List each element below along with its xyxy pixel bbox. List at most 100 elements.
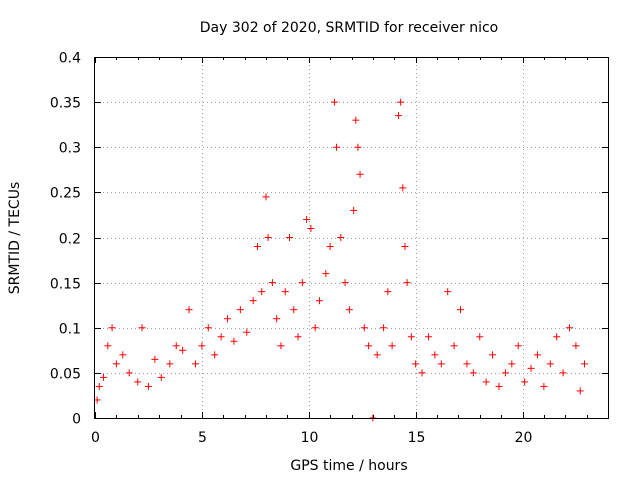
data-point	[521, 378, 529, 386]
x-tick-label: 20	[515, 430, 533, 446]
data-point	[463, 360, 471, 368]
data-point	[303, 215, 311, 223]
data-point	[258, 288, 266, 296]
x-tick-label: 10	[301, 430, 319, 446]
data-point	[401, 243, 409, 251]
data-point	[501, 369, 509, 377]
data-point	[352, 116, 360, 124]
data-point	[489, 351, 497, 359]
data-point	[576, 387, 584, 395]
data-point	[151, 355, 159, 363]
y-tick-label: 0.05	[50, 367, 81, 383]
data-point	[444, 288, 452, 296]
data-point	[407, 333, 415, 341]
data-point	[380, 324, 388, 332]
x-tick-label: 5	[198, 430, 207, 446]
data-point	[388, 342, 396, 350]
data-point	[365, 342, 373, 350]
data-point	[144, 382, 152, 390]
chart-title: Day 302 of 2020, SRMTID for receiver nic…	[200, 20, 498, 36]
data-point	[172, 342, 180, 350]
data-point	[198, 342, 206, 350]
y-tick-label: 0.4	[59, 51, 81, 67]
data-point	[469, 369, 477, 377]
data-point	[527, 364, 535, 372]
data-point	[236, 306, 244, 314]
data-point	[572, 342, 580, 350]
data-point	[286, 234, 294, 241]
data-point	[100, 373, 108, 381]
data-point	[125, 369, 133, 377]
data-point	[384, 288, 392, 296]
data-point	[322, 270, 330, 278]
data-point	[403, 279, 411, 287]
y-tick-label: 0.15	[50, 277, 81, 293]
data-point	[508, 360, 516, 368]
data-point	[559, 369, 567, 377]
data-point	[412, 360, 420, 368]
data-point	[311, 324, 319, 332]
data-point	[264, 234, 272, 241]
data-point	[262, 193, 270, 201]
data-point	[476, 333, 484, 341]
y-tick-label: 0	[72, 412, 81, 428]
data-point	[268, 279, 276, 287]
data-point	[138, 324, 146, 332]
plot-frame	[94, 57, 609, 419]
data-point	[119, 351, 127, 359]
data-point	[249, 297, 257, 305]
data-point	[277, 342, 285, 350]
x-axis-label: GPS time / hours	[290, 458, 407, 474]
data-point	[540, 382, 548, 390]
data-point	[191, 360, 199, 368]
data-point	[185, 306, 193, 314]
data-point	[326, 243, 334, 251]
data-point	[345, 306, 353, 314]
data-point	[553, 333, 561, 341]
data-point	[281, 288, 289, 296]
data-point	[273, 315, 281, 323]
data-point	[450, 342, 458, 350]
data-point	[298, 279, 306, 287]
ticks-layer: 0 5 10 15 20 0 0.05 0.1 0.15 0.2 0.25 0.3 0.35 0.4	[50, 51, 608, 446]
data-point	[397, 98, 405, 106]
data-point	[330, 98, 338, 106]
data-point	[580, 360, 588, 368]
data-point	[217, 333, 225, 341]
data-point	[514, 342, 522, 350]
data-point	[437, 360, 445, 368]
grid-layer	[95, 57, 608, 418]
data-point	[431, 351, 439, 359]
data-point	[395, 112, 403, 120]
data-point	[360, 324, 368, 332]
data-point	[337, 234, 345, 241]
data-point	[333, 143, 341, 151]
data-point	[424, 333, 432, 341]
data-point	[104, 342, 112, 350]
data-point	[341, 279, 349, 287]
data-point	[307, 224, 315, 232]
data-point	[157, 373, 165, 381]
data-point	[546, 360, 554, 368]
data-point	[204, 324, 212, 332]
data-point	[224, 315, 232, 323]
y-tick-label: 0.35	[50, 96, 81, 112]
data-point	[290, 306, 298, 314]
data-point	[166, 360, 174, 368]
data-point	[211, 351, 219, 359]
y-tick-label: 0.1	[59, 322, 81, 338]
y-tick-label: 0.2	[59, 232, 81, 248]
data-point	[253, 243, 261, 251]
y-tick-label: 0.3	[59, 141, 81, 157]
x-tick-label: 0	[91, 430, 100, 446]
data-point	[315, 297, 323, 305]
data-point	[533, 351, 541, 359]
data-point	[356, 170, 364, 178]
data-point	[418, 369, 426, 377]
data-point	[350, 206, 358, 214]
data-point	[495, 382, 503, 390]
data-point	[566, 324, 574, 332]
data-point	[457, 306, 465, 314]
data-point	[294, 333, 302, 341]
